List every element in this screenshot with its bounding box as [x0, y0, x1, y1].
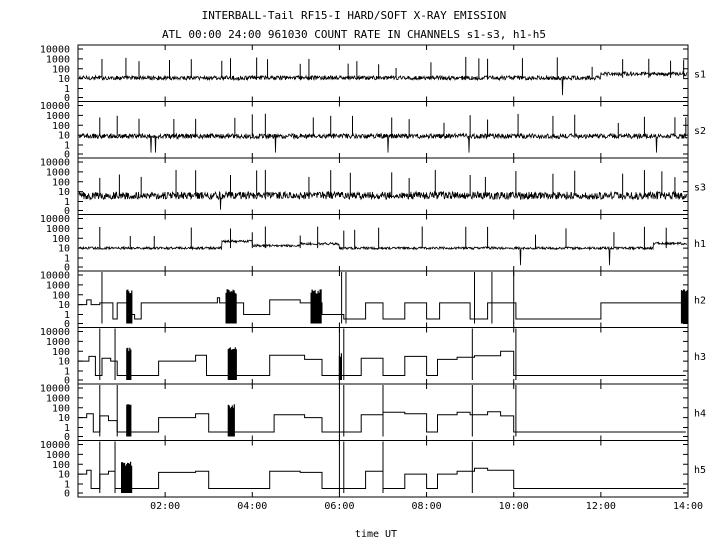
- y-tick-label-s3: 100: [52, 177, 70, 188]
- series-label-s1: s1: [694, 69, 706, 80]
- y-tick-label-s2: 10000: [40, 101, 70, 112]
- y-tick-label-h5: 10000: [40, 440, 70, 451]
- y-tick-label-s1: 1000: [46, 54, 70, 65]
- y-tick-label-h5: 0: [64, 489, 70, 500]
- y-tick-label-h4: 1000: [46, 393, 70, 404]
- series-line-s2: [78, 132, 688, 153]
- burst-h2: [310, 289, 322, 324]
- y-tick-label-h3: 0: [64, 376, 70, 387]
- y-tick-label-s2: 1000: [46, 111, 70, 122]
- series-label-h1: h1: [694, 239, 706, 250]
- burst-h4: [227, 404, 235, 437]
- x-tick-label: 10:00: [499, 501, 529, 512]
- series-line-h1: [78, 239, 687, 266]
- y-tick-label-h2: 100: [52, 290, 70, 301]
- panel-frame-h5: [77, 440, 689, 498]
- y-tick-label-h3: 100: [52, 347, 70, 358]
- y-tick-label-h5: 1: [64, 480, 70, 491]
- y-tick-label-h5: 1000: [46, 450, 70, 461]
- y-tick-label-h3: 10000: [40, 327, 70, 338]
- y-tick-label-h1: 10: [58, 244, 70, 255]
- series-line-h3: [78, 350, 686, 376]
- series-label-h3: h3: [694, 352, 706, 363]
- channel-panels: 0110100100010000s10110100100010000s20110…: [40, 44, 706, 500]
- y-tick-label-h3: 10: [58, 357, 70, 368]
- y-tick-label-h1: 100: [52, 234, 70, 245]
- y-tick-label-h5: 10: [58, 470, 70, 481]
- x-tick-label: 02:00: [150, 501, 180, 512]
- y-tick-label-h4: 0: [64, 432, 70, 443]
- burst-h3: [227, 347, 237, 380]
- y-tick-label-h2: 0: [64, 319, 70, 330]
- y-tick-label-s1: 100: [52, 64, 70, 75]
- series-line-s1: [78, 70, 688, 96]
- series-label-h4: h4: [694, 408, 706, 419]
- y-tick-label-h3: 1000: [46, 337, 70, 348]
- y-tick-label-h1: 10000: [40, 214, 70, 225]
- x-axis: 02:00 04:00 06:00 08:00 10:00 12:00 14:00: [150, 501, 703, 512]
- y-tick-label-h4: 100: [52, 403, 70, 414]
- burst-h2: [126, 289, 133, 324]
- y-tick-label-h1: 1: [64, 254, 70, 265]
- series-line-s3: [78, 190, 688, 210]
- burst-h4: [126, 404, 132, 437]
- y-tick-label-s3: 10000: [40, 158, 70, 169]
- series-label-h2: h2: [694, 295, 706, 306]
- y-tick-label-h4: 1: [64, 423, 70, 434]
- x-tick-label: 12:00: [586, 501, 616, 512]
- y-tick-label-s3: 1000: [46, 167, 70, 178]
- series-line-h2: [78, 297, 686, 320]
- y-tick-label-s2: 1: [64, 141, 70, 152]
- y-tick-label-s1: 10000: [40, 45, 70, 56]
- x-tick-label: 14:00: [673, 501, 703, 512]
- y-tick-label-s2: 0: [64, 150, 70, 161]
- y-tick-label-s1: 0: [64, 93, 70, 104]
- series-label-s2: s2: [694, 126, 706, 137]
- y-tick-label-h2: 1000: [46, 280, 70, 291]
- x-tick-label: 06:00: [324, 501, 354, 512]
- series-line-h5: [78, 467, 686, 489]
- x-tick-label: 04:00: [237, 501, 267, 512]
- series-line-h4: [78, 411, 686, 433]
- y-tick-label-h1: 1000: [46, 224, 70, 235]
- burst-h2: [680, 289, 689, 324]
- x-axis-label: time UT: [355, 529, 397, 540]
- y-tick-label-h1: 0: [64, 263, 70, 274]
- y-tick-label-s1: 10: [58, 74, 70, 85]
- y-tick-label-h5: 100: [52, 460, 70, 471]
- y-tick-label-s3: 10: [58, 187, 70, 198]
- x-tick-label: 08:00: [412, 501, 442, 512]
- y-tick-label-h2: 10: [58, 300, 70, 311]
- y-tick-label-s3: 1: [64, 197, 70, 208]
- y-tick-label-h4: 10000: [40, 384, 70, 395]
- y-tick-label-h4: 10: [58, 413, 70, 424]
- series-label-s3: s3: [694, 182, 706, 193]
- y-tick-label-s2: 10: [58, 131, 70, 142]
- burst-h5: [121, 461, 133, 493]
- y-tick-label-h2: 1: [64, 310, 70, 321]
- chart-subtitle: ATL 00:00 24:00 961030 COUNT RATE IN CHA…: [162, 28, 546, 41]
- burst-h3: [126, 347, 132, 380]
- y-tick-label-h2: 10000: [40, 271, 70, 282]
- series-label-h5: h5: [694, 465, 706, 476]
- y-tick-label-s3: 0: [64, 206, 70, 217]
- chart-title: INTERBALL-Tail RF15-I HARD/SOFT X-RAY EM…: [202, 9, 507, 22]
- y-tick-label-h3: 1: [64, 367, 70, 378]
- burst-h2: [225, 289, 237, 324]
- y-tick-label-s1: 1: [64, 84, 70, 95]
- y-tick-label-s2: 100: [52, 121, 70, 132]
